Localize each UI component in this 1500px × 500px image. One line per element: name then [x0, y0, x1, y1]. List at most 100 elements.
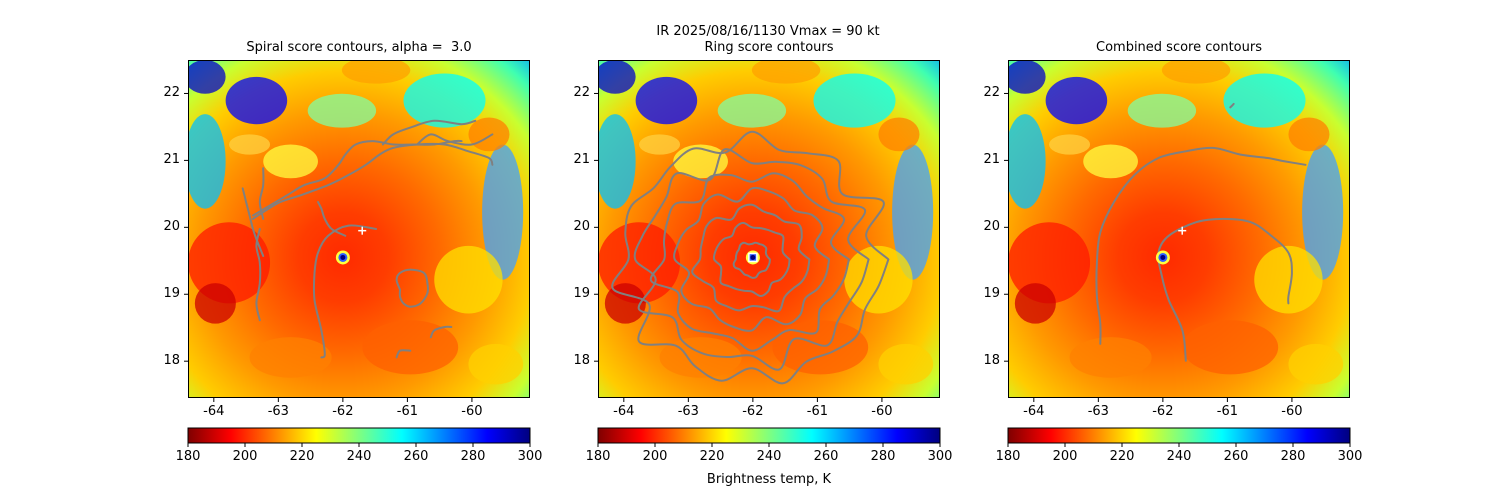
ir-image-axes — [598, 60, 940, 398]
y-tick-label: 19 — [163, 286, 180, 302]
spiral-contour-9 — [395, 349, 412, 359]
panel-title: Combined score contours — [1096, 40, 1262, 55]
spiral-contour-8 — [429, 325, 453, 339]
center-plus-marker — [358, 226, 367, 235]
ring-contour-1 — [732, 241, 771, 279]
storm-eye — [335, 250, 350, 265]
y-tick-label: 21 — [983, 152, 1000, 168]
y-tick-label: 18 — [163, 353, 180, 369]
x-tick-label: -63 — [677, 404, 699, 419]
ring-contour-6 — [633, 148, 870, 371]
spiral-contour-4 — [312, 224, 378, 359]
ring-contour-7 — [611, 130, 890, 385]
colorbar-tick-label: 260 — [1223, 449, 1249, 464]
x-tick-label: -61 — [806, 404, 828, 419]
ir-image-axes — [188, 60, 530, 398]
colorbar-tick-label: 260 — [813, 449, 839, 464]
combined-contour-1 — [1095, 146, 1307, 345]
colorbar-tick-label: 240 — [756, 449, 782, 464]
colorbar-tick-label: 280 — [1280, 449, 1306, 464]
cloud-texture — [188, 60, 524, 385]
ring-contour-2 — [712, 221, 791, 297]
axes-frame — [1008, 60, 1350, 398]
colorbar — [597, 427, 941, 447]
y-tick-label: 21 — [163, 152, 180, 168]
x-tick-label: -60 — [461, 404, 483, 419]
center-plus-marker — [1178, 226, 1187, 235]
cloud-texture — [1008, 60, 1344, 385]
contour-lines — [241, 119, 494, 359]
y-tick-label: 20 — [163, 219, 180, 235]
x-tick-label: -60 — [871, 404, 893, 419]
spiral-contour-1 — [252, 142, 494, 220]
colorbar-tick-label: 260 — [403, 449, 429, 464]
ir-image-axes — [1008, 60, 1350, 398]
figure-suptitle: IR 2025/08/16/1130 Vmax = 90 kt — [656, 24, 880, 39]
spiral-contour-10 — [381, 119, 477, 146]
cloud-texture — [598, 60, 934, 385]
ring-contour-3 — [691, 203, 811, 313]
colorbar-tick-label: 220 — [289, 449, 315, 464]
x-tick-label: -61 — [1216, 404, 1238, 419]
storm-eye — [1155, 250, 1170, 265]
x-tick-label: -62 — [742, 404, 764, 419]
ring-contour-5 — [649, 172, 850, 352]
panel-title: Ring score contours — [704, 40, 834, 55]
spiral-contour-11 — [416, 133, 494, 146]
colorbar-tick-label: 200 — [1052, 449, 1078, 464]
colorbar-tick-label: 200 — [642, 449, 668, 464]
y-tick-label: 18 — [983, 353, 1000, 369]
y-tick-label: 22 — [163, 85, 180, 101]
colorbar-tick-label: 180 — [995, 449, 1021, 464]
x-tick-label: -60 — [1281, 404, 1303, 419]
colorbar-tick-label: 240 — [346, 449, 372, 464]
colorbar-tick-label: 220 — [1109, 449, 1135, 464]
x-tick-label: -62 — [332, 404, 354, 419]
axis-ticks — [594, 92, 883, 402]
panel-title: Spiral score contours, alpha = 3.0 — [246, 40, 472, 55]
colorbar-tick-label: 180 — [585, 449, 611, 464]
spiral-contour-5 — [255, 228, 262, 322]
x-tick-label: -64 — [203, 404, 225, 419]
colorbar-tick-label: 200 — [232, 449, 258, 464]
spiral-contour-7 — [258, 167, 265, 220]
spiral-contour-ring — [395, 268, 430, 308]
y-tick-label: 18 — [573, 353, 590, 369]
colorbar-tick-label: 280 — [460, 449, 486, 464]
y-tick-label: 20 — [983, 219, 1000, 235]
colorbar-tick-label: 280 — [870, 449, 896, 464]
axes-frame — [188, 60, 530, 398]
colorbar-label: Brightness temp, K — [706, 472, 832, 487]
y-tick-label: 22 — [983, 85, 1000, 101]
y-tick-label: 21 — [573, 152, 590, 168]
colorbar-tick-label: 240 — [1166, 449, 1192, 464]
x-tick-label: -63 — [267, 404, 289, 419]
x-tick-label: -64 — [1023, 404, 1045, 419]
y-tick-label: 22 — [573, 85, 590, 101]
contour-lines — [1095, 102, 1307, 362]
colorbar — [1007, 427, 1351, 447]
axis-ticks — [1004, 92, 1293, 402]
x-tick-label: -64 — [613, 404, 635, 419]
contour-lines — [611, 130, 890, 385]
y-tick-label: 20 — [573, 219, 590, 235]
axis-ticks — [184, 92, 473, 402]
y-tick-label: 19 — [573, 286, 590, 302]
colorbar-tick-label: 300 — [1337, 449, 1363, 464]
colorbar — [187, 427, 531, 447]
y-tick-label: 19 — [983, 286, 1000, 302]
colorbar-tick-label: 300 — [517, 449, 543, 464]
combined-contour-3 — [1229, 102, 1235, 109]
spiral-contour-2 — [252, 139, 463, 217]
x-tick-label: -61 — [396, 404, 418, 419]
spiral-contour-6 — [241, 187, 265, 257]
center-square-marker — [748, 252, 758, 263]
x-tick-label: -63 — [1087, 404, 1109, 419]
axes-frame — [598, 60, 940, 398]
colorbar-tick-label: 300 — [927, 449, 953, 464]
colorbar-tick-label: 220 — [699, 449, 725, 464]
colorbar-tick-label: 180 — [175, 449, 201, 464]
x-tick-label: -62 — [1152, 404, 1174, 419]
ring-contour-4 — [673, 186, 831, 332]
combined-contour-2 — [1157, 217, 1293, 362]
